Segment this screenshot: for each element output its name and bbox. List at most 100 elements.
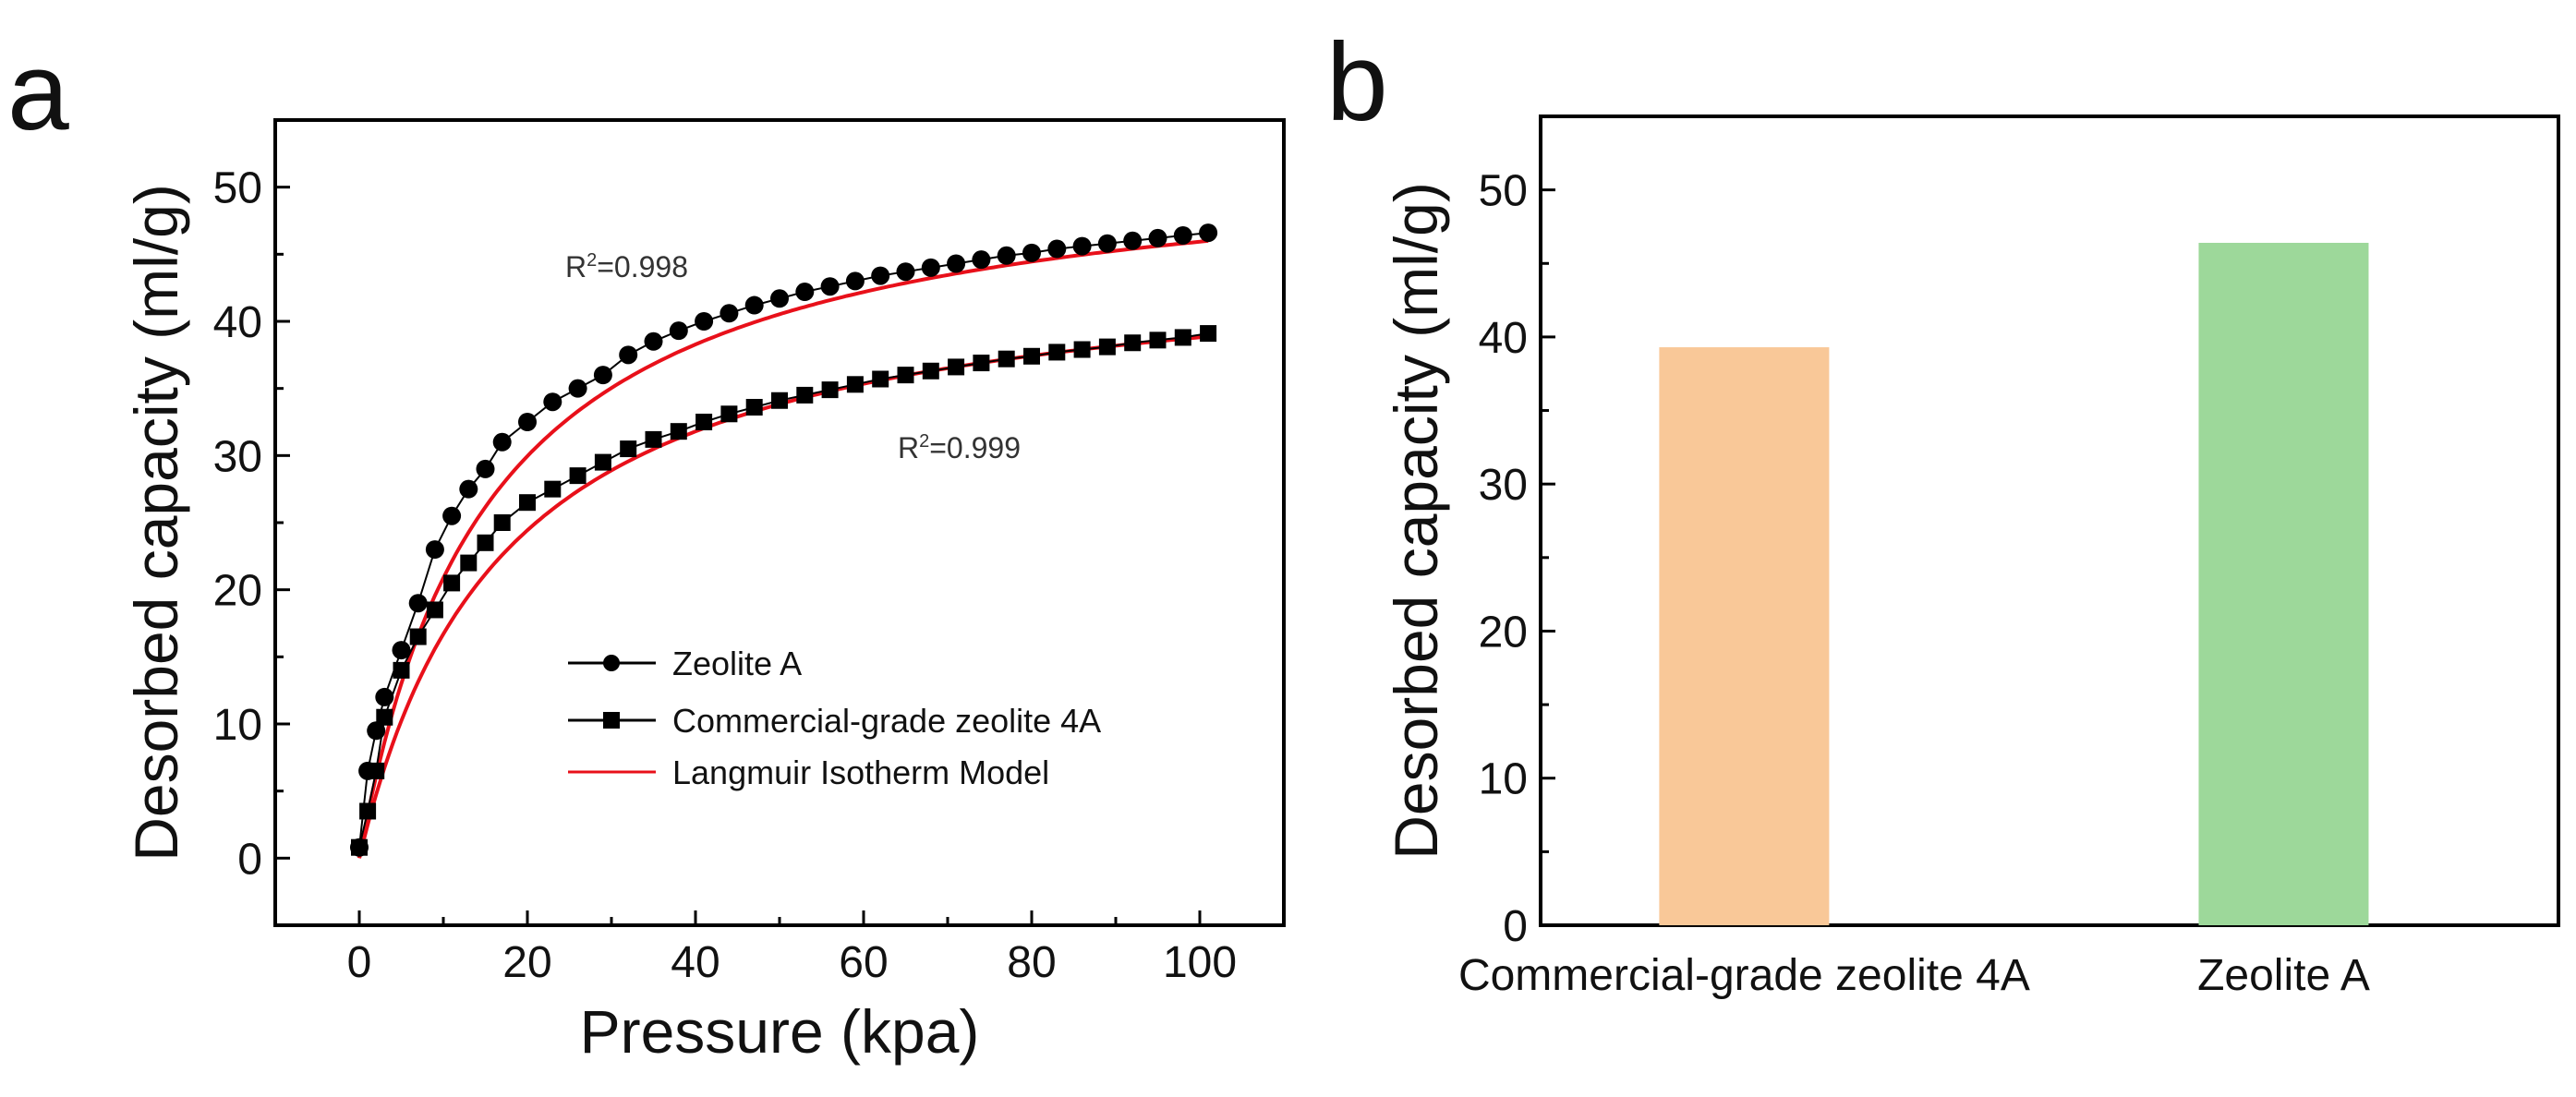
data-point-commercial-4a [1174, 329, 1191, 346]
panel-a-legend: Zeolite A Commercial-grade zeolite 4A La… [568, 645, 1101, 791]
data-point-commercial-4a [493, 514, 511, 531]
x-tick-label: 80 [1007, 938, 1056, 987]
annotation-r2-value: =0.998 [597, 250, 688, 283]
data-point-commercial-4a [1149, 332, 1167, 349]
panel-a-x-ticks: 0 20 40 60 80 100 [273, 910, 1286, 987]
data-point-commercial-4a [368, 762, 385, 779]
legend-square-marker [603, 712, 620, 729]
y-tick-label: 10 [1479, 755, 1528, 804]
y-tick-label: 20 [213, 567, 262, 616]
data-point-commercial-4a [351, 838, 368, 856]
y-tick-label: 40 [213, 298, 262, 347]
y-tick-label: 50 [1479, 167, 1528, 216]
data-point-zeolite-a [770, 289, 789, 308]
data-point-commercial-4a [443, 574, 461, 592]
y-tick-label: 50 [213, 164, 262, 213]
data-point-zeolite-a [1148, 228, 1167, 247]
panel-b-y-ticks: 0 10 20 30 40 50 [1479, 115, 1555, 951]
data-point-zeolite-a [459, 479, 478, 499]
legend-entry-commercial-4a: Commercial-grade zeolite 4A [568, 702, 1101, 740]
data-point-zeolite-a [1173, 225, 1192, 245]
panel-a-y-ticks: 0 10 20 30 40 50 [213, 118, 290, 927]
panel-b-bars [1659, 242, 2369, 925]
y-tick-label: 40 [1479, 314, 1528, 363]
panel-b-category-labels: Commercial-grade zeolite 4A Zeolite A [1458, 951, 2370, 1000]
bar-commercial-4a [1659, 347, 1830, 925]
data-point-commercial-4a [745, 399, 763, 416]
data-point-commercial-4a [460, 554, 478, 572]
data-point-commercial-4a [519, 494, 536, 512]
data-point-commercial-4a [872, 370, 889, 388]
data-point-commercial-4a [998, 350, 1015, 368]
panel-b-plot-frame [1539, 115, 2560, 927]
data-point-zeolite-a [1097, 234, 1117, 253]
data-point-zeolite-a [1072, 236, 1092, 256]
annotation-r2-zeolite-4a: R2=0.999 [898, 431, 1021, 464]
panel-b-y-axis-title: Desorbed capacity (ml/g) [1382, 182, 1450, 860]
panel-a-x-axis-title: Pressure (kpa) [580, 997, 980, 1066]
data-point-zeolite-a [845, 271, 865, 291]
data-point-zeolite-a [425, 540, 444, 560]
category-label: Zeolite A [2197, 951, 2370, 1000]
data-point-commercial-4a [393, 661, 410, 679]
legend-label-langmuir: Langmuir Isotherm Model [672, 753, 1049, 791]
panel-a-letter: a [7, 30, 69, 153]
data-point-commercial-4a [359, 802, 377, 820]
data-point-commercial-4a [670, 423, 687, 440]
data-point-commercial-4a [426, 601, 443, 619]
annotation-r2-zeolite-a: R2=0.998 [565, 250, 688, 283]
data-point-zeolite-a [1123, 231, 1143, 250]
annotation-r2-base: R [898, 431, 919, 464]
x-tick-label: 100 [1163, 938, 1237, 987]
panel-b-letter: b [1326, 20, 1388, 144]
data-point-zeolite-a [518, 413, 537, 431]
data-point-commercial-4a [1073, 341, 1091, 358]
y-tick-label: 30 [213, 432, 262, 481]
data-point-commercial-4a [720, 405, 738, 423]
data-point-commercial-4a [821, 381, 839, 399]
data-point-commercial-4a [796, 386, 814, 404]
data-point-zeolite-a [619, 345, 638, 365]
data-point-zeolite-a [392, 641, 411, 660]
data-point-zeolite-a [593, 366, 612, 385]
data-point-commercial-4a [1023, 347, 1040, 365]
panel-b: b 0 10 20 30 40 50 Commercial-grade zeolite 4… [1326, 20, 2560, 1000]
y-tick-label: 0 [1503, 902, 1528, 951]
y-tick-label: 10 [213, 701, 262, 750]
data-point-zeolite-a [921, 258, 940, 277]
data-point-commercial-4a [645, 430, 662, 448]
data-point-commercial-4a [922, 362, 939, 380]
data-point-zeolite-a [972, 250, 991, 270]
data-point-commercial-4a [477, 534, 494, 551]
data-point-zeolite-a [997, 246, 1016, 265]
data-point-commercial-4a [569, 467, 587, 485]
data-point-commercial-4a [846, 376, 864, 393]
category-label: Commercial-grade zeolite 4A [1458, 951, 2030, 1000]
data-point-zeolite-a [669, 321, 688, 341]
legend-label-commercial-4a: Commercial-grade zeolite 4A [672, 702, 1101, 740]
data-point-zeolite-a [1022, 243, 1041, 262]
data-point-zeolite-a [442, 506, 462, 525]
data-point-commercial-4a [948, 358, 965, 376]
data-point-zeolite-a [695, 312, 714, 331]
x-tick-label: 20 [502, 938, 551, 987]
data-point-commercial-4a [695, 414, 713, 430]
data-point-zeolite-a [644, 332, 663, 351]
y-tick-label: 20 [1479, 608, 1528, 657]
data-point-zeolite-a [408, 594, 428, 613]
data-point-zeolite-a [947, 254, 966, 273]
annotation-r2-superscript: 2 [919, 431, 929, 452]
data-point-zeolite-a [871, 266, 890, 285]
x-tick-label: 40 [671, 938, 720, 987]
data-point-commercial-4a [544, 480, 562, 498]
data-point-commercial-4a [620, 440, 637, 458]
data-point-zeolite-a [1047, 239, 1067, 259]
data-point-commercial-4a [1124, 334, 1142, 352]
panel-a-y-axis-title: Desorbed capacity (ml/g) [122, 184, 190, 862]
annotation-r2-superscript: 2 [587, 250, 597, 271]
x-tick-label: 0 [347, 938, 372, 987]
data-point-zeolite-a [476, 459, 495, 478]
data-point-zeolite-a [744, 295, 764, 315]
data-point-zeolite-a [367, 721, 386, 741]
data-point-commercial-4a [409, 628, 427, 645]
